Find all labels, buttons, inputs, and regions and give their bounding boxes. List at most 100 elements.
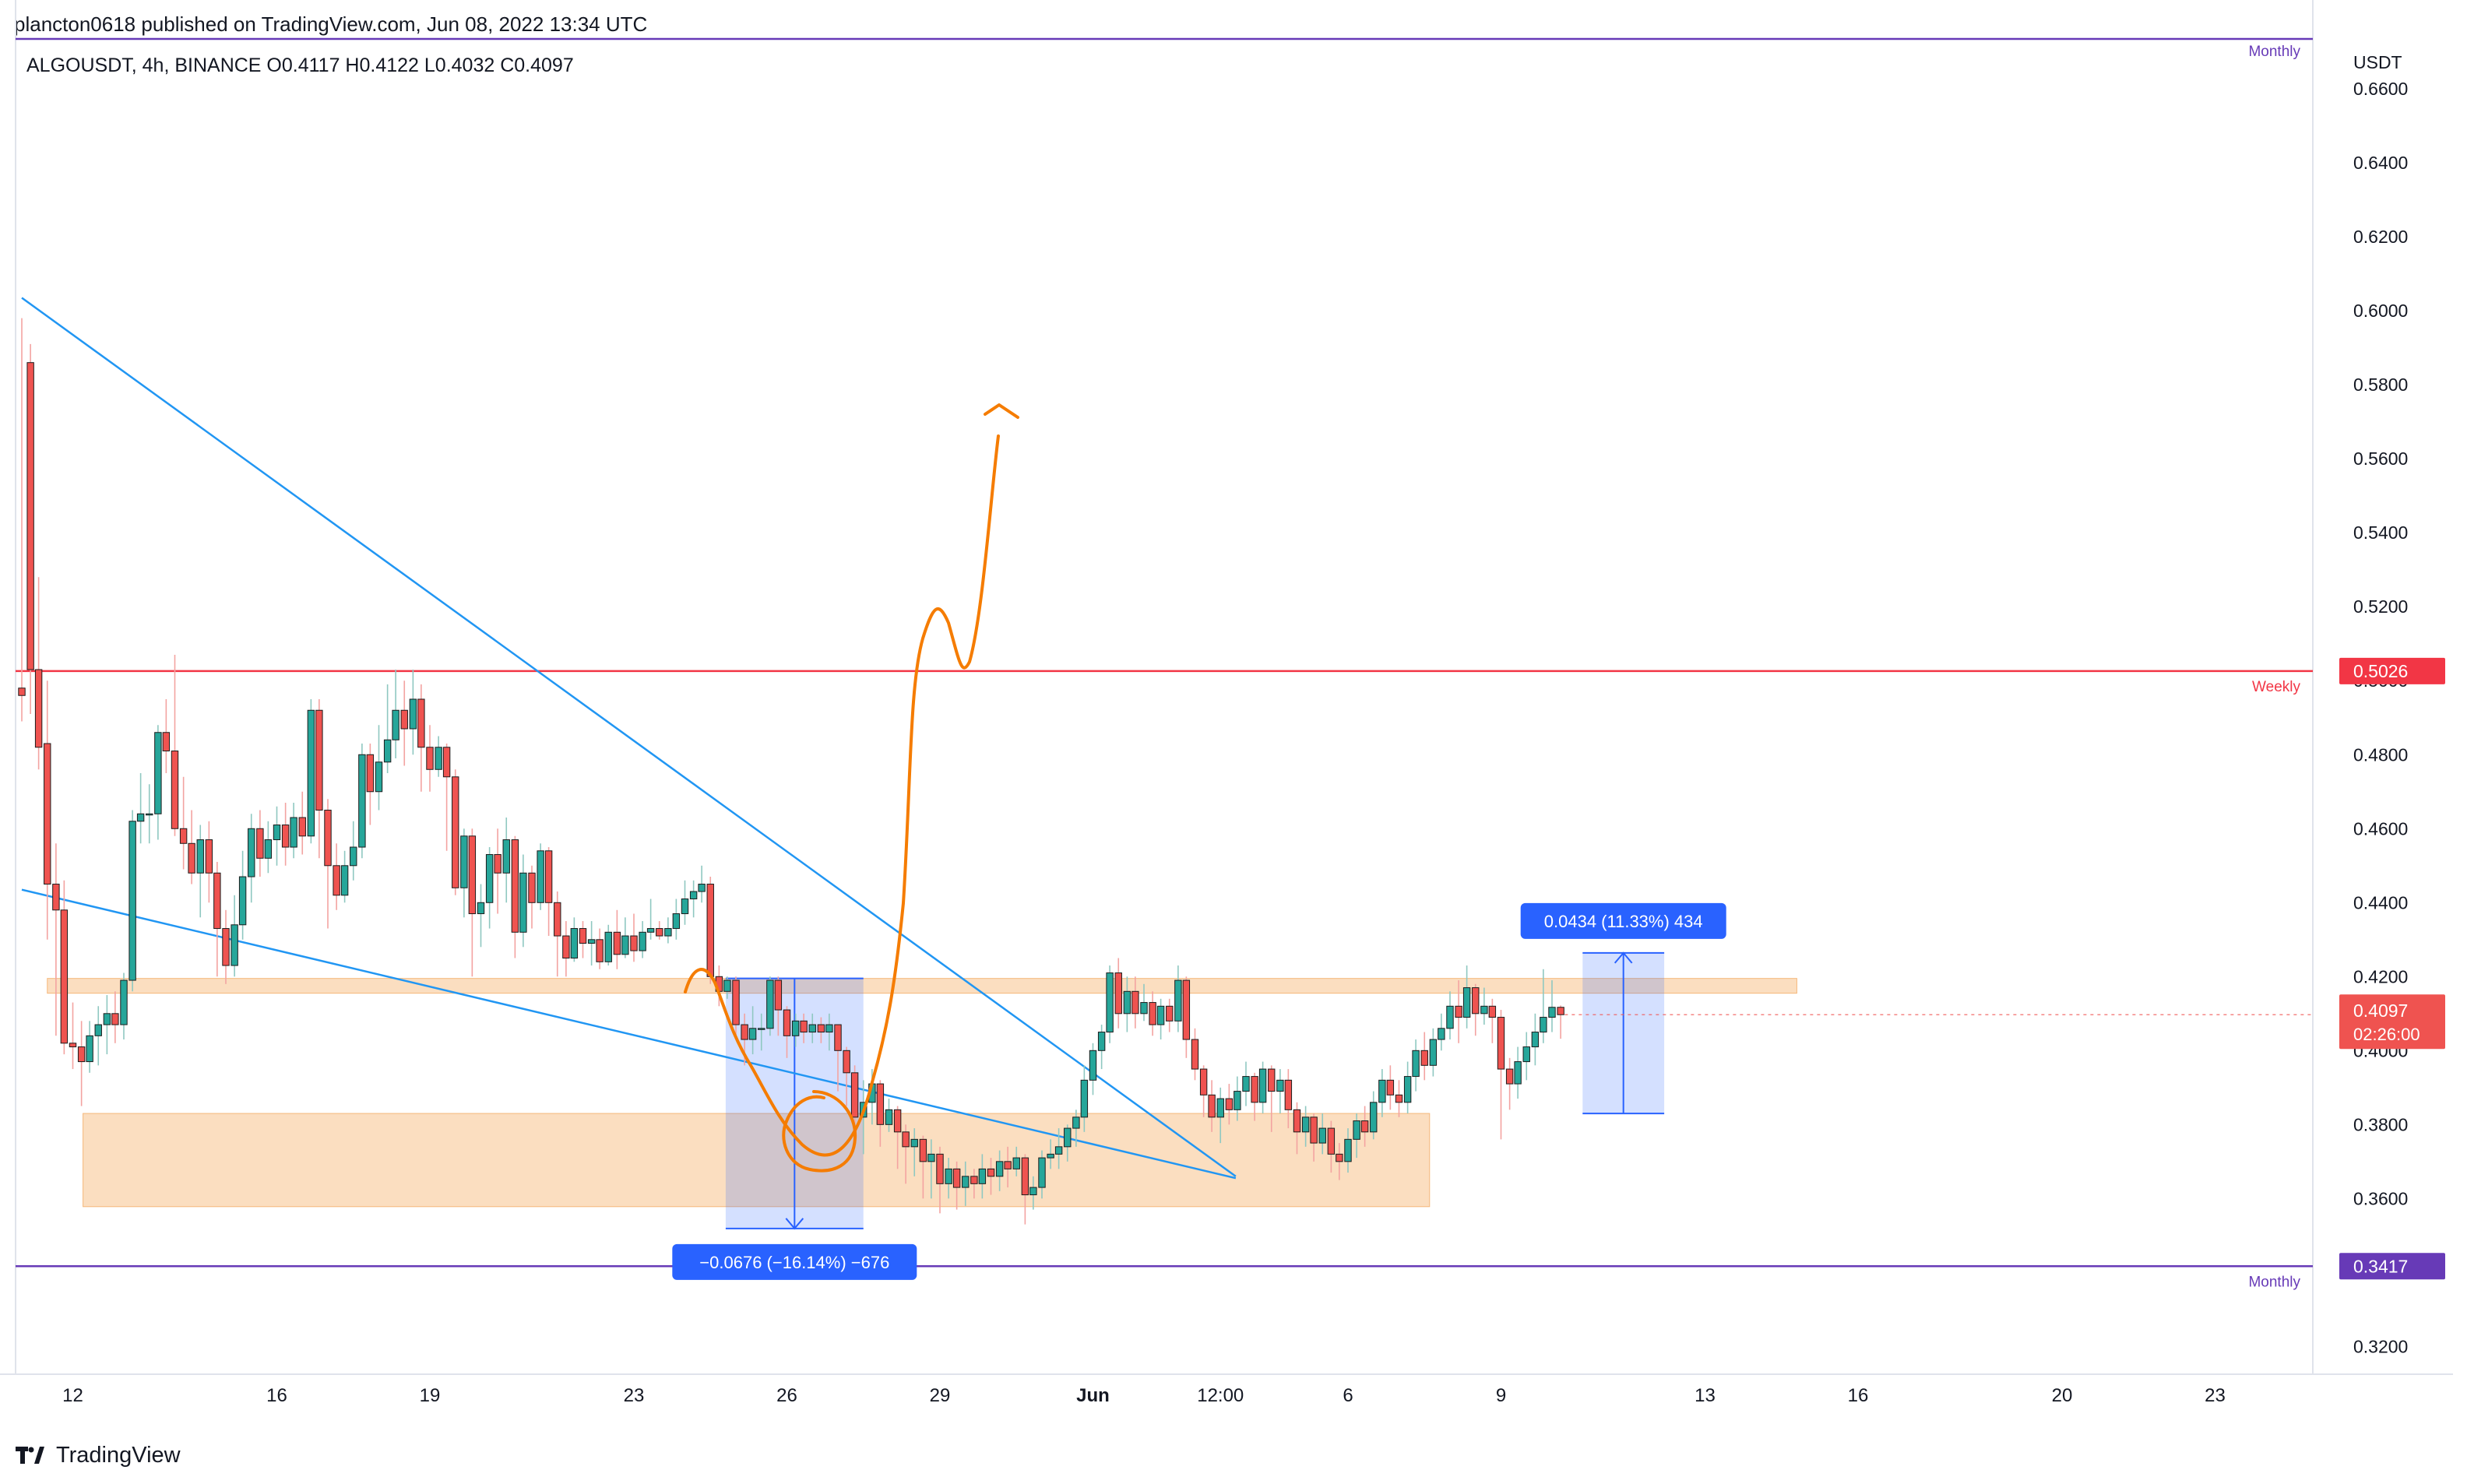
brand-name: TradingView: [56, 1443, 181, 1468]
candle-79: [689, 880, 698, 918]
candle-body-down: [613, 931, 621, 955]
measure-tool-1[interactable]: [1582, 951, 1665, 1115]
candle-54: [477, 884, 485, 948]
candle-140: [1208, 1080, 1216, 1132]
candle-144: [1242, 1061, 1250, 1106]
candle-24: [222, 909, 230, 984]
candle-150: [1293, 1102, 1301, 1155]
candle-body-up: [1012, 1157, 1020, 1169]
trendlines-layer: [21, 297, 1237, 1180]
candle-body-up: [1412, 1050, 1420, 1078]
candle-body-down: [60, 909, 69, 1044]
candle-62: [544, 847, 553, 937]
candle-92: [800, 1013, 808, 1043]
candle-body-up: [196, 839, 204, 874]
candle-body-up: [1540, 1017, 1547, 1033]
candle-body-down: [902, 1131, 910, 1148]
forecast-path[interactable]: [684, 434, 1000, 1157]
candle-113: [978, 1154, 987, 1199]
tradingview-brand[interactable]: TradingView: [16, 1443, 181, 1468]
candle-1: [26, 343, 34, 715]
measure-arrow-head-icon: [785, 1218, 804, 1230]
candle-body-up: [94, 1024, 102, 1036]
candle-32: [290, 803, 297, 859]
candle-body-up: [375, 761, 383, 793]
candle-body-up: [1072, 1117, 1080, 1129]
candle-174: [1497, 1010, 1505, 1140]
time-tick: 20: [2052, 1385, 2073, 1406]
candle-164: [1412, 1039, 1420, 1092]
candle-80: [698, 865, 706, 903]
candle-body-up: [264, 839, 273, 859]
candle-body-up: [103, 1013, 111, 1025]
price-tick: 0.4400: [2353, 892, 2408, 913]
candle-88: [766, 976, 774, 1036]
candle-16: [154, 725, 162, 840]
candle-116: [1004, 1146, 1012, 1188]
chart-frame: [0, 0, 2453, 1375]
candle-body-up: [350, 846, 357, 867]
candle-3: [44, 680, 51, 940]
candle-body-down: [1420, 1050, 1428, 1066]
trendline-0[interactable]: [21, 297, 1237, 1177]
candle-body-down: [324, 810, 332, 867]
candle-body-down: [579, 928, 587, 944]
candle-138: [1191, 1028, 1199, 1081]
candle-body-down: [1199, 1068, 1208, 1095]
candle-body-down: [69, 1043, 77, 1048]
candle-33: [298, 791, 306, 855]
candle-body-down: [1505, 1068, 1514, 1085]
candle-153: [1318, 1113, 1326, 1155]
candle-120: [1038, 1150, 1046, 1199]
candle-46: [409, 669, 417, 755]
candle-108: [936, 1146, 944, 1214]
candle-body-down: [18, 687, 26, 696]
candle-body-up: [1429, 1039, 1438, 1066]
candle-175: [1505, 1057, 1514, 1110]
candle-15: [146, 784, 153, 844]
candle-body-down: [544, 850, 553, 903]
candle-34: [307, 698, 315, 844]
candle-129: [1114, 958, 1122, 1029]
candle-124: [1072, 1109, 1080, 1147]
candle-75: [656, 921, 663, 940]
candle-body-up: [1353, 1120, 1360, 1140]
candle-11: [111, 991, 119, 1043]
candle-body-up: [1156, 1005, 1165, 1025]
candle-body-down: [171, 751, 179, 829]
candle-body-down: [1268, 1068, 1276, 1092]
price-tick: 0.6000: [2353, 301, 2408, 321]
candle-body-down: [656, 928, 663, 937]
candle-body-up: [570, 928, 579, 959]
price-badge-label-0: 0.5026: [2353, 661, 2408, 681]
candle-body-up: [978, 1168, 987, 1184]
candle-171: [1472, 983, 1480, 1036]
candle-body-up: [502, 839, 510, 874]
candle-114: [987, 1158, 995, 1195]
candle-154: [1327, 1120, 1336, 1173]
candle-26: [238, 850, 247, 940]
candle-body-up: [945, 1168, 952, 1184]
candle-body-up: [1446, 1005, 1454, 1029]
current-price-badge: [2339, 994, 2445, 1050]
candle-body-down: [1310, 1117, 1318, 1144]
candle-body-up: [587, 939, 596, 944]
candle-body-up: [1548, 1007, 1556, 1018]
highlight-circle[interactable]: [782, 1090, 857, 1173]
candle-body-up: [1462, 987, 1471, 1018]
candle-23: [213, 862, 221, 977]
candle-body-down: [1149, 1002, 1156, 1025]
candle-body-up: [1054, 1146, 1063, 1155]
price-tick: 0.3800: [2353, 1114, 2408, 1134]
candle-93: [808, 1013, 816, 1043]
candle-181: [1557, 1005, 1564, 1039]
candle-body-down: [77, 1046, 86, 1063]
candle-173: [1488, 998, 1497, 1043]
price-tick: 0.5800: [2353, 375, 2408, 395]
levels-layer: Monthly Weekly Monthly: [16, 37, 2313, 1290]
candle-body-down: [800, 1020, 808, 1033]
candle-169: [1455, 980, 1462, 1043]
time-tick: 29: [930, 1385, 951, 1406]
candle-28: [256, 810, 264, 877]
